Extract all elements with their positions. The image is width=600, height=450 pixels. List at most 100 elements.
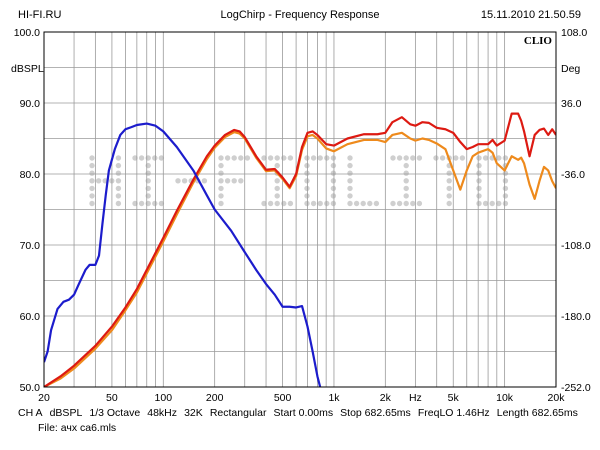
y2-tick-label: -36.0 — [561, 169, 585, 181]
footer-setting-item: CH A — [18, 407, 43, 419]
watermark-dot — [489, 200, 495, 207]
watermark-dot — [446, 193, 452, 199]
watermark-dot — [347, 200, 353, 207]
watermark-dot — [115, 162, 122, 169]
watermark-dot — [145, 162, 151, 169]
right-axis-unit: Deg — [561, 63, 580, 75]
watermark-dot — [403, 170, 409, 176]
watermark-dot — [274, 193, 280, 199]
y2-tick-label: 108.0 — [561, 27, 587, 39]
watermark-dot — [410, 155, 416, 161]
watermark-dot — [89, 185, 95, 192]
watermark-dot — [152, 200, 158, 207]
watermark-dot — [274, 155, 280, 161]
watermark-dot — [218, 200, 224, 207]
watermark-dot — [502, 185, 509, 192]
x-tick-label: 20 — [38, 392, 50, 404]
watermark-dot — [304, 170, 310, 176]
watermark-dot — [218, 193, 224, 199]
watermark-dot — [347, 155, 353, 161]
y-tick-label: 80.0 — [20, 169, 41, 181]
clio-brand-label: CLIO — [524, 35, 553, 47]
watermark-dot — [218, 162, 224, 169]
footer-setting-item: Start 0.00ms — [273, 407, 334, 419]
watermark-dot — [158, 155, 165, 161]
plot-frame — [43, 31, 557, 388]
watermark-dot — [476, 200, 482, 207]
series-line-1 — [44, 122, 322, 387]
watermark-dot — [89, 178, 95, 184]
watermark-dot — [476, 162, 482, 169]
watermark-dot — [347, 178, 353, 184]
watermark-dot — [115, 185, 122, 192]
watermark-dot — [238, 178, 244, 184]
watermark-dot — [403, 162, 409, 169]
watermark-dot — [89, 162, 95, 169]
watermark-dot — [152, 155, 158, 161]
chart-series-layer — [44, 112, 556, 387]
y2-tick-label: 36.0 — [561, 98, 582, 110]
watermark-dot — [403, 193, 409, 199]
watermark-dot — [145, 200, 151, 207]
watermark-dot — [304, 162, 310, 169]
footer-setting-item: Length 682.65ms — [496, 407, 578, 419]
watermark-dot — [330, 185, 337, 192]
footer-setting-item: Stop 682.65ms — [340, 407, 411, 419]
header-timestamp: 15.11.2010 21.50.59 — [480, 9, 581, 21]
watermark-dot — [244, 155, 251, 161]
watermark-dot — [138, 200, 145, 207]
watermark-dot — [360, 200, 366, 207]
header-site-label: HI-FI.RU — [18, 9, 62, 21]
footer-setting-item: FreqLO 1.46Hz — [417, 407, 490, 419]
file-name-label: File: ачх са6.mls — [38, 422, 117, 434]
series-line-3 — [44, 131, 556, 387]
y-tick-label: 50.0 — [20, 382, 41, 394]
watermark-dot — [138, 155, 145, 161]
watermark-dot — [261, 200, 267, 207]
watermark-dot — [115, 178, 122, 184]
watermark-dot — [390, 200, 396, 207]
watermark-dot — [502, 193, 509, 199]
x-tick-label: 500 — [274, 392, 292, 404]
watermark-dot — [347, 162, 353, 169]
watermark-dot — [89, 170, 95, 176]
watermark-dot — [433, 155, 439, 161]
watermark-dot — [287, 200, 294, 207]
watermark-dot — [132, 155, 138, 161]
x-tick-label: 5k — [448, 392, 460, 404]
watermark-dot — [330, 200, 337, 207]
watermark-dot — [403, 155, 409, 161]
watermark-dot — [310, 155, 317, 161]
watermark-dot — [317, 155, 323, 161]
watermark-dot — [310, 200, 317, 207]
y-tick-label: 60.0 — [20, 311, 41, 323]
y2-tick-label: -252.0 — [561, 382, 591, 394]
watermark-dot — [304, 185, 310, 192]
watermark-dot — [446, 178, 452, 184]
watermark-dot — [324, 200, 330, 207]
watermark-dot — [95, 178, 102, 184]
watermark-dot — [476, 170, 482, 176]
watermark-dot — [446, 185, 452, 192]
watermark-dot — [145, 185, 151, 192]
watermark-dot — [330, 162, 337, 169]
watermark-dot — [224, 155, 231, 161]
watermark-dot — [353, 200, 360, 207]
watermark-dot — [218, 178, 224, 184]
watermark-dot — [476, 178, 482, 184]
axis-ticks: 20 50 100 200 500 1k 2k Hz 5k 10k 20k 100.0 90.0 80.0… — [14, 27, 591, 404]
watermark-dot — [145, 193, 151, 199]
watermark-dot — [304, 200, 310, 207]
watermark-dot — [218, 185, 224, 192]
x-tick-label: 100 — [155, 392, 173, 404]
watermark-dot — [304, 178, 310, 184]
watermark-dot — [502, 170, 509, 176]
watermark-dot — [502, 155, 509, 161]
watermark-dot — [476, 193, 482, 199]
watermark-dot — [410, 200, 416, 207]
watermark-dot — [145, 170, 151, 176]
watermark-dot — [330, 155, 337, 161]
watermark-dot — [218, 155, 224, 161]
watermark-dot — [145, 178, 151, 184]
watermark-dot — [281, 155, 287, 161]
